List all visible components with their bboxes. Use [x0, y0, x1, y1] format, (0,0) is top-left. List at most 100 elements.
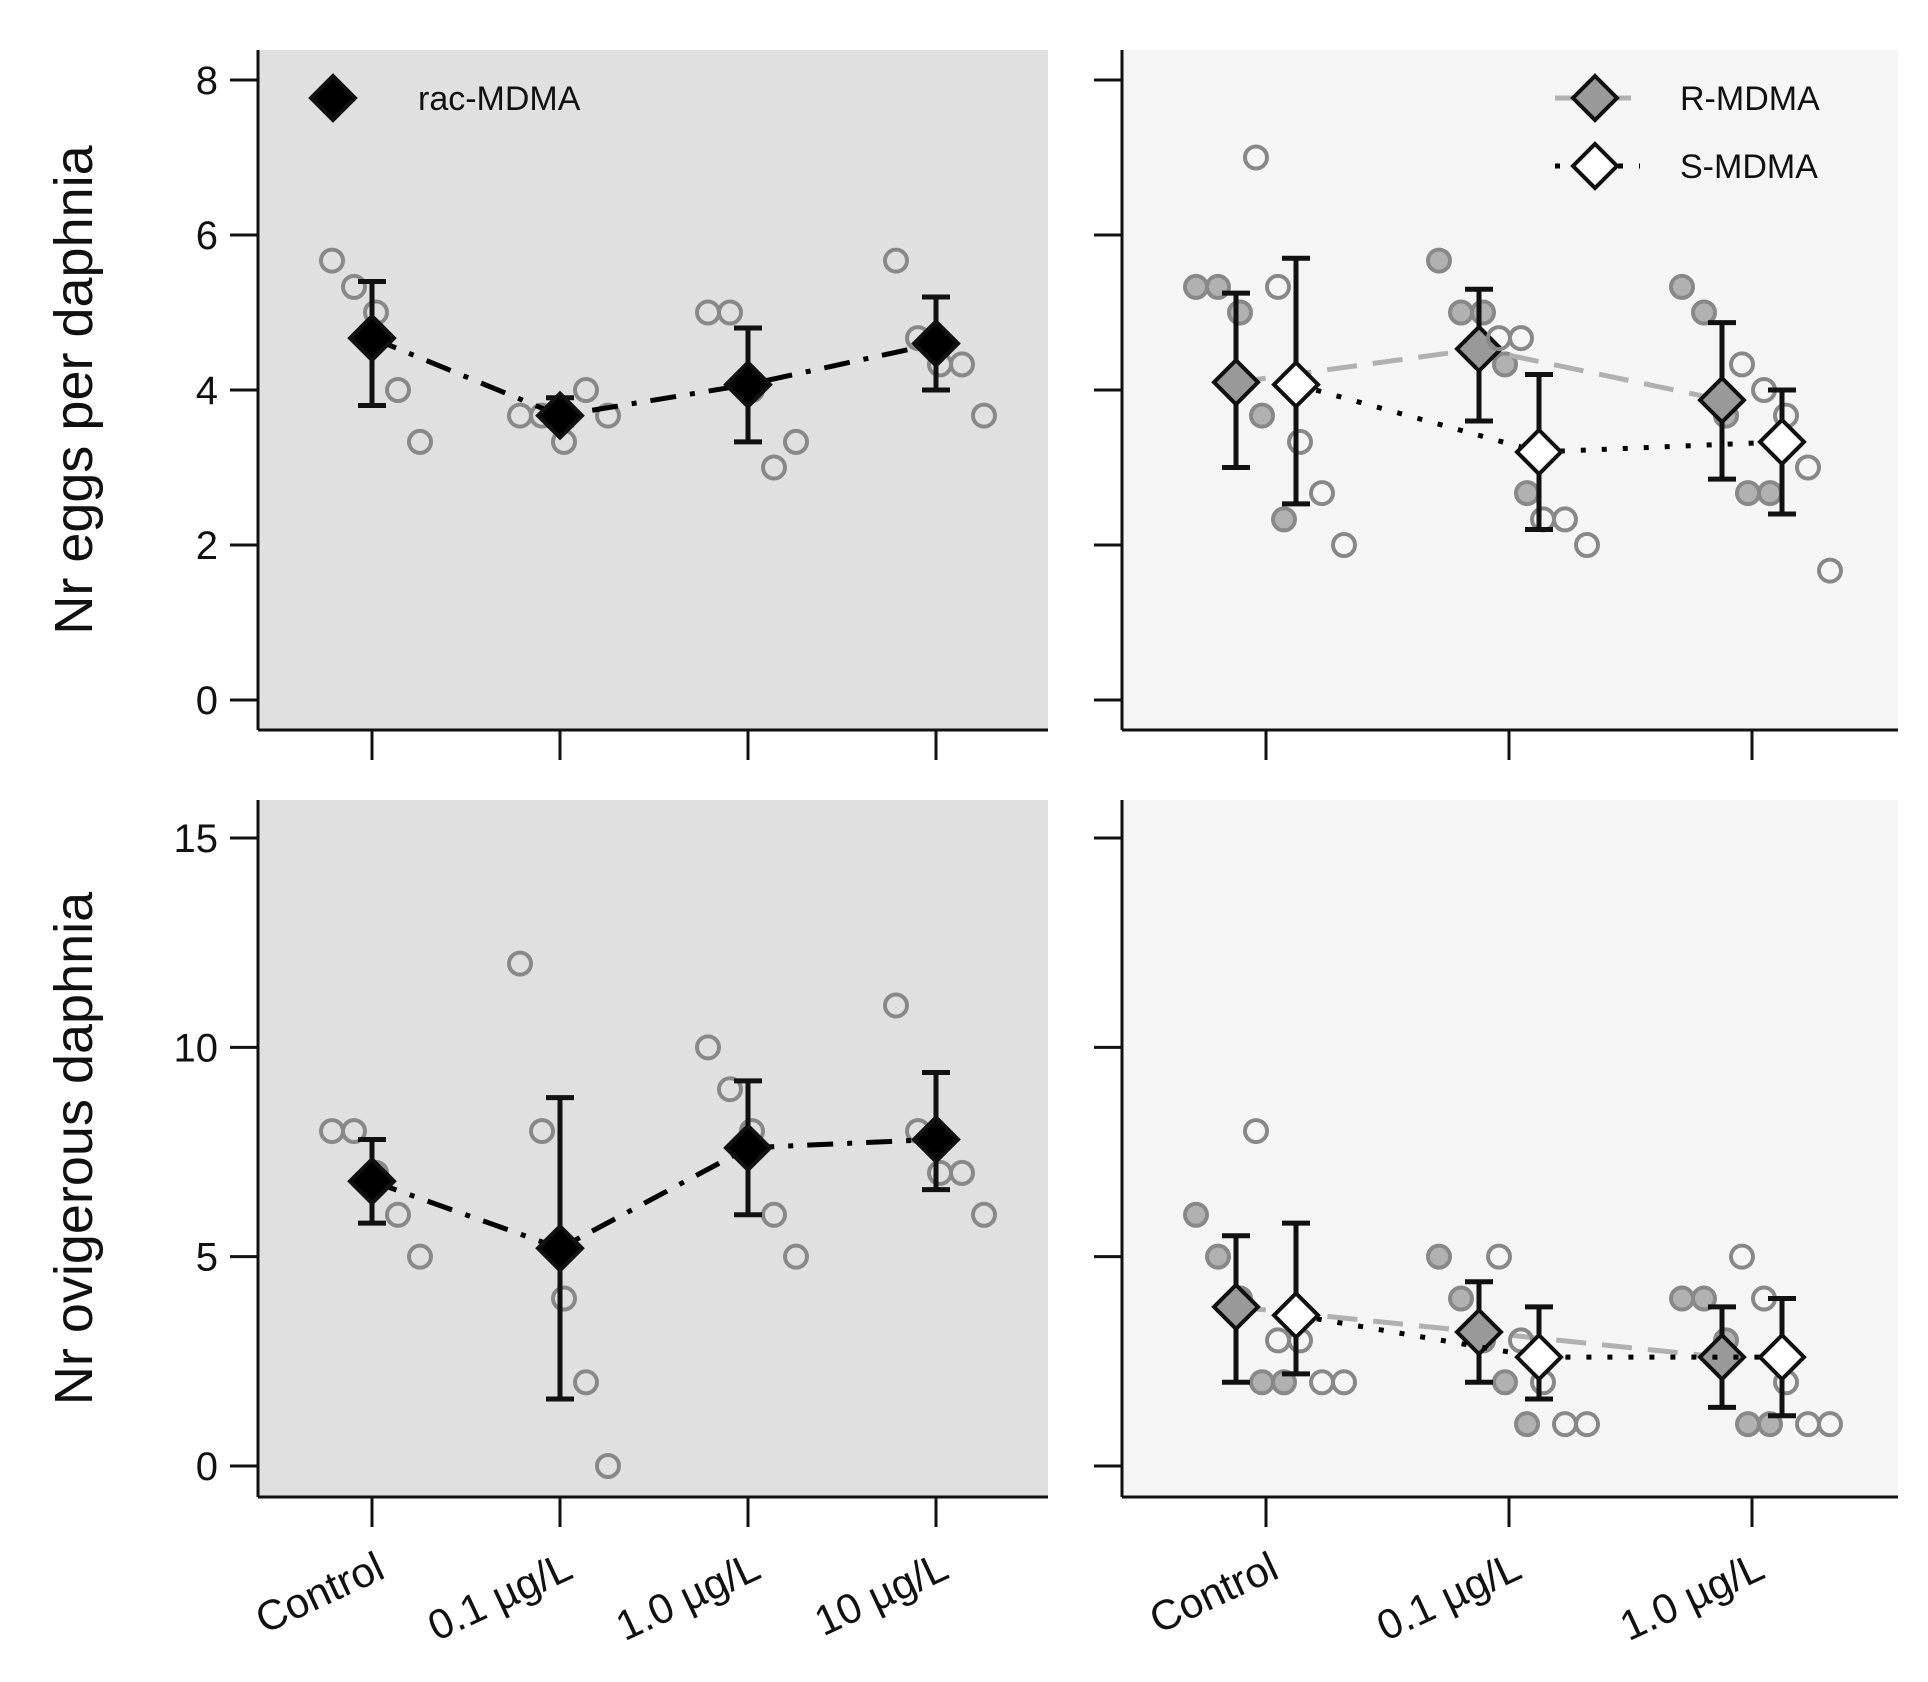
- data-point: [1795, 454, 1821, 481]
- x-category-label: 0.1 µg/L: [1370, 1543, 1528, 1650]
- data-point: [783, 428, 809, 455]
- plot-background: [258, 800, 1048, 1497]
- data-point: [883, 247, 909, 274]
- data-point: [761, 454, 787, 481]
- mean-marker: [347, 313, 397, 363]
- data-point: [1309, 480, 1335, 507]
- data-point: [385, 1201, 411, 1228]
- mean-marker: [1454, 1307, 1504, 1357]
- data-point: [1508, 325, 1534, 352]
- data-point: [407, 1243, 433, 1270]
- data-point: [1249, 402, 1275, 429]
- data-point: [341, 1118, 367, 1145]
- mean-marker: [1211, 357, 1261, 408]
- data-point: [1691, 299, 1717, 326]
- data-point: [1331, 1369, 1357, 1396]
- data-point: [1470, 299, 1496, 326]
- x-category-label: 10 µg/L: [807, 1543, 955, 1645]
- data-point: [1757, 480, 1783, 507]
- data-point: [1243, 144, 1269, 171]
- mean-marker: [1757, 1332, 1807, 1382]
- data-point: [1448, 299, 1474, 326]
- data-point: [1331, 532, 1357, 558]
- data-point: [1492, 351, 1518, 378]
- data-point: [717, 1076, 743, 1103]
- legend-label: S-MDMA: [1680, 148, 1818, 186]
- x-category-label: Control: [248, 1543, 391, 1643]
- data-point: [1287, 428, 1313, 455]
- mean-marker: [347, 1156, 397, 1207]
- data-point: [507, 950, 533, 977]
- panel-top-left: 0 2 4 6 8 Nr eggs per daphnia rac-MDMA: [44, 50, 1048, 760]
- data-point: [1817, 1411, 1843, 1438]
- data-point: [1426, 247, 1452, 274]
- data-point: [385, 377, 411, 403]
- panel-bottom-right: Control 0.1 µg/L 1.0 µg/L: [1094, 800, 1898, 1650]
- plot-background: [258, 50, 1048, 730]
- data-point: [971, 402, 997, 429]
- legend-marker-rac-mdma: [308, 73, 358, 123]
- data-point: [1574, 1411, 1600, 1438]
- data-point: [1183, 273, 1209, 300]
- series-rac-MDMA: [319, 247, 997, 481]
- data-point: [695, 1034, 721, 1061]
- mean-marker: [1514, 1332, 1564, 1382]
- data-point: [1486, 1243, 1512, 1270]
- data-point: [1574, 532, 1600, 558]
- mean-marker: [723, 1122, 773, 1173]
- mean-marker: [911, 318, 961, 369]
- legend-label: R-MDMA: [1680, 80, 1820, 118]
- legend-marker: [1570, 141, 1620, 191]
- data-point: [1729, 1243, 1755, 1270]
- mean-marker: [1697, 375, 1747, 425]
- data-point: [1691, 1285, 1717, 1312]
- y-tick-label: 0: [196, 1445, 218, 1489]
- y-tick-label: 4: [196, 369, 218, 413]
- data-point: [949, 351, 975, 378]
- y-tick-label: 6: [196, 214, 218, 258]
- data-point: [949, 1159, 975, 1186]
- data-point: [1729, 351, 1755, 378]
- data-point: [1669, 1285, 1695, 1312]
- data-point: [551, 1285, 577, 1312]
- data-point: [407, 428, 433, 455]
- y-tick-label: 8: [196, 59, 218, 103]
- data-point: [1271, 506, 1297, 533]
- panel-top-right: R-MDMA S-MDMA: [1094, 50, 1898, 760]
- y-tick-label: 0: [196, 679, 218, 723]
- mean-marker: [1697, 1332, 1747, 1382]
- y-tick-label: 10: [174, 1026, 219, 1070]
- x-category-label: Control: [1142, 1543, 1285, 1643]
- data-point: [1426, 1243, 1452, 1270]
- data-point: [1757, 1411, 1783, 1438]
- y-axis-label: Nr ovigerous daphnia: [44, 891, 104, 1405]
- data-point: [1514, 1411, 1540, 1438]
- data-point: [595, 1453, 621, 1479]
- data-point: [1227, 299, 1253, 326]
- data-point: [319, 247, 345, 274]
- mean-marker: [911, 1114, 961, 1165]
- data-point: [1243, 1118, 1269, 1145]
- mean-marker: [1271, 359, 1321, 410]
- data-point: [595, 402, 621, 429]
- data-point: [573, 377, 599, 403]
- data-point: [1205, 1243, 1231, 1270]
- data-point: [1552, 506, 1578, 533]
- data-point: [971, 1201, 997, 1228]
- data-point: [883, 992, 909, 1019]
- x-category-label: 0.1 µg/L: [421, 1543, 579, 1650]
- mean-line: [371, 335, 937, 419]
- x-category-label: 1.0 µg/L: [1613, 1543, 1771, 1650]
- mean-marker: [1757, 417, 1807, 467]
- mean-line: [371, 1136, 937, 1252]
- data-point: [1514, 480, 1540, 507]
- mean-marker: [1271, 1290, 1321, 1341]
- mean-marker: [1514, 427, 1564, 477]
- data-point: [1669, 273, 1695, 300]
- mean-marker: [535, 1223, 585, 1274]
- series-S-MDMA: [1243, 144, 1843, 584]
- data-point: [1817, 557, 1843, 584]
- data-point: [1735, 1411, 1761, 1438]
- legend-marker: [1570, 73, 1620, 123]
